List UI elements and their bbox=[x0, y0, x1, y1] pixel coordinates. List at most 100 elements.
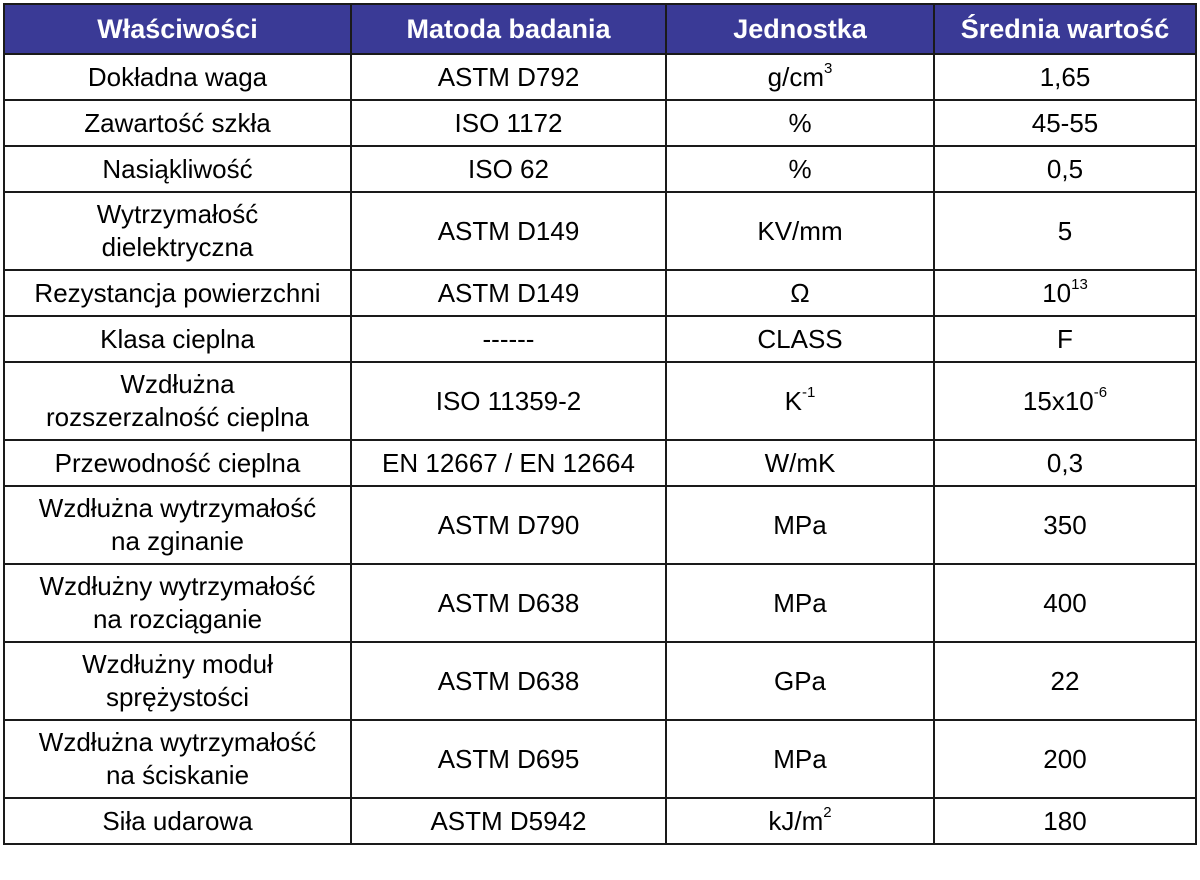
property-line: na rozciąganie bbox=[92, 604, 263, 634]
cell-average-value: F bbox=[933, 315, 1197, 363]
cell-average-value: 1013 bbox=[933, 269, 1197, 317]
unit-superscript: 2 bbox=[823, 803, 832, 821]
properties-table: Właściwości Matoda badania Jednostka Śre… bbox=[3, 3, 1197, 845]
table-row: Zawartość szkła ISO 1172% 45-55 bbox=[3, 99, 1197, 147]
header-property: Właściwości bbox=[3, 3, 352, 55]
property-line: dielektryczna bbox=[101, 232, 254, 262]
value-text: 15x10 bbox=[1022, 385, 1094, 416]
value-text: 0,5 bbox=[1046, 153, 1084, 184]
header-average-value: Średnia wartość bbox=[933, 3, 1197, 55]
cell-unit: W/mK bbox=[665, 439, 935, 487]
cell-test-method: ASTM D5942 bbox=[350, 797, 667, 845]
unit-text: MPa bbox=[773, 509, 827, 540]
cell-property: Wzdłużna rozszerzalność cieplna bbox=[3, 361, 352, 441]
cell-test-method: ASTM D695 bbox=[350, 719, 667, 799]
cell-average-value: 22 bbox=[933, 641, 1197, 721]
unit-text: K bbox=[784, 385, 802, 416]
unit-text: % bbox=[788, 153, 812, 184]
table-row: Dokładna waga ASTM D792 g/cm3 1,65 bbox=[3, 53, 1197, 101]
value-superscript: -6 bbox=[1093, 383, 1108, 401]
cell-unit: % bbox=[665, 99, 935, 147]
property-line: Wzdłużna wytrzymałość bbox=[38, 727, 317, 757]
value-text: 400 bbox=[1043, 587, 1087, 618]
value-text: 10 bbox=[1042, 277, 1072, 308]
property-line: rozszerzalność cieplna bbox=[45, 402, 309, 432]
cell-property: Wytrzymałość dielektryczna bbox=[3, 191, 352, 271]
cell-property: Wzdłużna wytrzymałość na zginanie bbox=[3, 485, 352, 565]
cell-average-value: 15x10-6 bbox=[933, 361, 1197, 441]
cell-unit: MPa bbox=[665, 485, 935, 565]
cell-test-method: ------ bbox=[350, 315, 667, 363]
table-row: Rezystancja powierzchni ASTM D149 Ω 1013 bbox=[3, 269, 1197, 317]
property-line: Przewodność cieplna bbox=[54, 447, 301, 478]
cell-average-value: 400 bbox=[933, 563, 1197, 643]
unit-text: g/cm bbox=[767, 61, 824, 92]
cell-property: Siła udarowa bbox=[3, 797, 352, 845]
property-line: na ściskanie bbox=[105, 760, 250, 790]
value-text: 200 bbox=[1043, 743, 1087, 774]
cell-unit: KV/mm bbox=[665, 191, 935, 271]
cell-unit: Ω bbox=[665, 269, 935, 317]
property-line: Wzdłużna wytrzymałość bbox=[38, 493, 317, 523]
property-line: Dokładna waga bbox=[87, 61, 268, 92]
cell-average-value: 0,5 bbox=[933, 145, 1197, 193]
value-text: 1,65 bbox=[1039, 61, 1091, 92]
unit-text: % bbox=[788, 107, 812, 138]
value-text: 0,3 bbox=[1046, 447, 1084, 478]
cell-unit: g/cm3 bbox=[665, 53, 935, 101]
cell-property: Wzdłużny wytrzymałość na rozciąganie bbox=[3, 563, 352, 643]
cell-unit: kJ/m2 bbox=[665, 797, 935, 845]
header-test-method: Matoda badania bbox=[350, 3, 667, 55]
unit-superscript: 3 bbox=[824, 59, 833, 77]
cell-property: Rezystancja powierzchni bbox=[3, 269, 352, 317]
cell-unit: % bbox=[665, 145, 935, 193]
table-header-row: Właściwości Matoda badania Jednostka Śre… bbox=[3, 3, 1197, 55]
table-row: Wzdłużna rozszerzalność cieplna ISO 11359-… bbox=[3, 361, 1197, 441]
property-line: Rezystancja powierzchni bbox=[34, 277, 321, 308]
cell-average-value: 1,65 bbox=[933, 53, 1197, 101]
cell-unit: K-1 bbox=[665, 361, 935, 441]
header-unit: Jednostka bbox=[665, 3, 935, 55]
cell-average-value: 200 bbox=[933, 719, 1197, 799]
cell-test-method: ASTM D638 bbox=[350, 641, 667, 721]
unit-text: MPa bbox=[773, 587, 827, 618]
cell-average-value: 180 bbox=[933, 797, 1197, 845]
cell-unit: CLASS bbox=[665, 315, 935, 363]
cell-property: Wzdłużny moduł sprężystości bbox=[3, 641, 352, 721]
cell-test-method: ASTM D149 bbox=[350, 269, 667, 317]
cell-test-method: EN 12667 / EN 12664 bbox=[350, 439, 667, 487]
cell-unit: MPa bbox=[665, 563, 935, 643]
value-text: 180 bbox=[1043, 805, 1087, 836]
value-text: 350 bbox=[1043, 509, 1087, 540]
properties-sheet: Właściwości Matoda badania Jednostka Śre… bbox=[3, 3, 1197, 877]
unit-text: Ω bbox=[790, 277, 810, 308]
cell-test-method: ISO 11359-2 bbox=[350, 361, 667, 441]
table-row: Klasa cieplna ------ CLASS F bbox=[3, 315, 1197, 363]
cell-unit: MPa bbox=[665, 719, 935, 799]
unit-text: kJ/m bbox=[768, 805, 824, 836]
property-line: Wzdłużny moduł bbox=[82, 649, 273, 679]
cell-property: Wzdłużna wytrzymałość na ściskanie bbox=[3, 719, 352, 799]
cell-property: Przewodność cieplna bbox=[3, 439, 352, 487]
cell-test-method: ASTM D638 bbox=[350, 563, 667, 643]
unit-text: MPa bbox=[773, 743, 827, 774]
property-line: Zawartość szkła bbox=[84, 107, 271, 138]
cell-test-method: ISO 62 bbox=[350, 145, 667, 193]
cell-test-method: ASTM D790 bbox=[350, 485, 667, 565]
property-line: Siła udarowa bbox=[102, 805, 253, 836]
table-row: Wzdłużny wytrzymałość na rozciąganie ASTM … bbox=[3, 563, 1197, 643]
value-text: F bbox=[1057, 323, 1073, 354]
property-line: na zginanie bbox=[111, 526, 244, 556]
property-line: Wzdłużny wytrzymałość bbox=[39, 571, 316, 601]
property-line: Wzdłużna bbox=[120, 369, 235, 399]
table-row: Wzdłużny moduł sprężystości ASTM D638 GPa 22 bbox=[3, 641, 1197, 721]
cell-property: Nasiąkliwość bbox=[3, 145, 352, 193]
unit-text: GPa bbox=[773, 665, 827, 696]
table-row: Nasiąkliwość ISO 62% 0,5 bbox=[3, 145, 1197, 193]
table-row: Wzdłużna wytrzymałość na zginanie ASTM D79… bbox=[3, 485, 1197, 565]
cell-property: Zawartość szkła bbox=[3, 99, 352, 147]
property-line: Klasa cieplna bbox=[100, 323, 255, 354]
value-text: 45-55 bbox=[1031, 107, 1099, 138]
cell-property: Dokładna waga bbox=[3, 53, 352, 101]
table-row: Wytrzymałość dielektryczna ASTM D149 KV/mm 5 bbox=[3, 191, 1197, 271]
